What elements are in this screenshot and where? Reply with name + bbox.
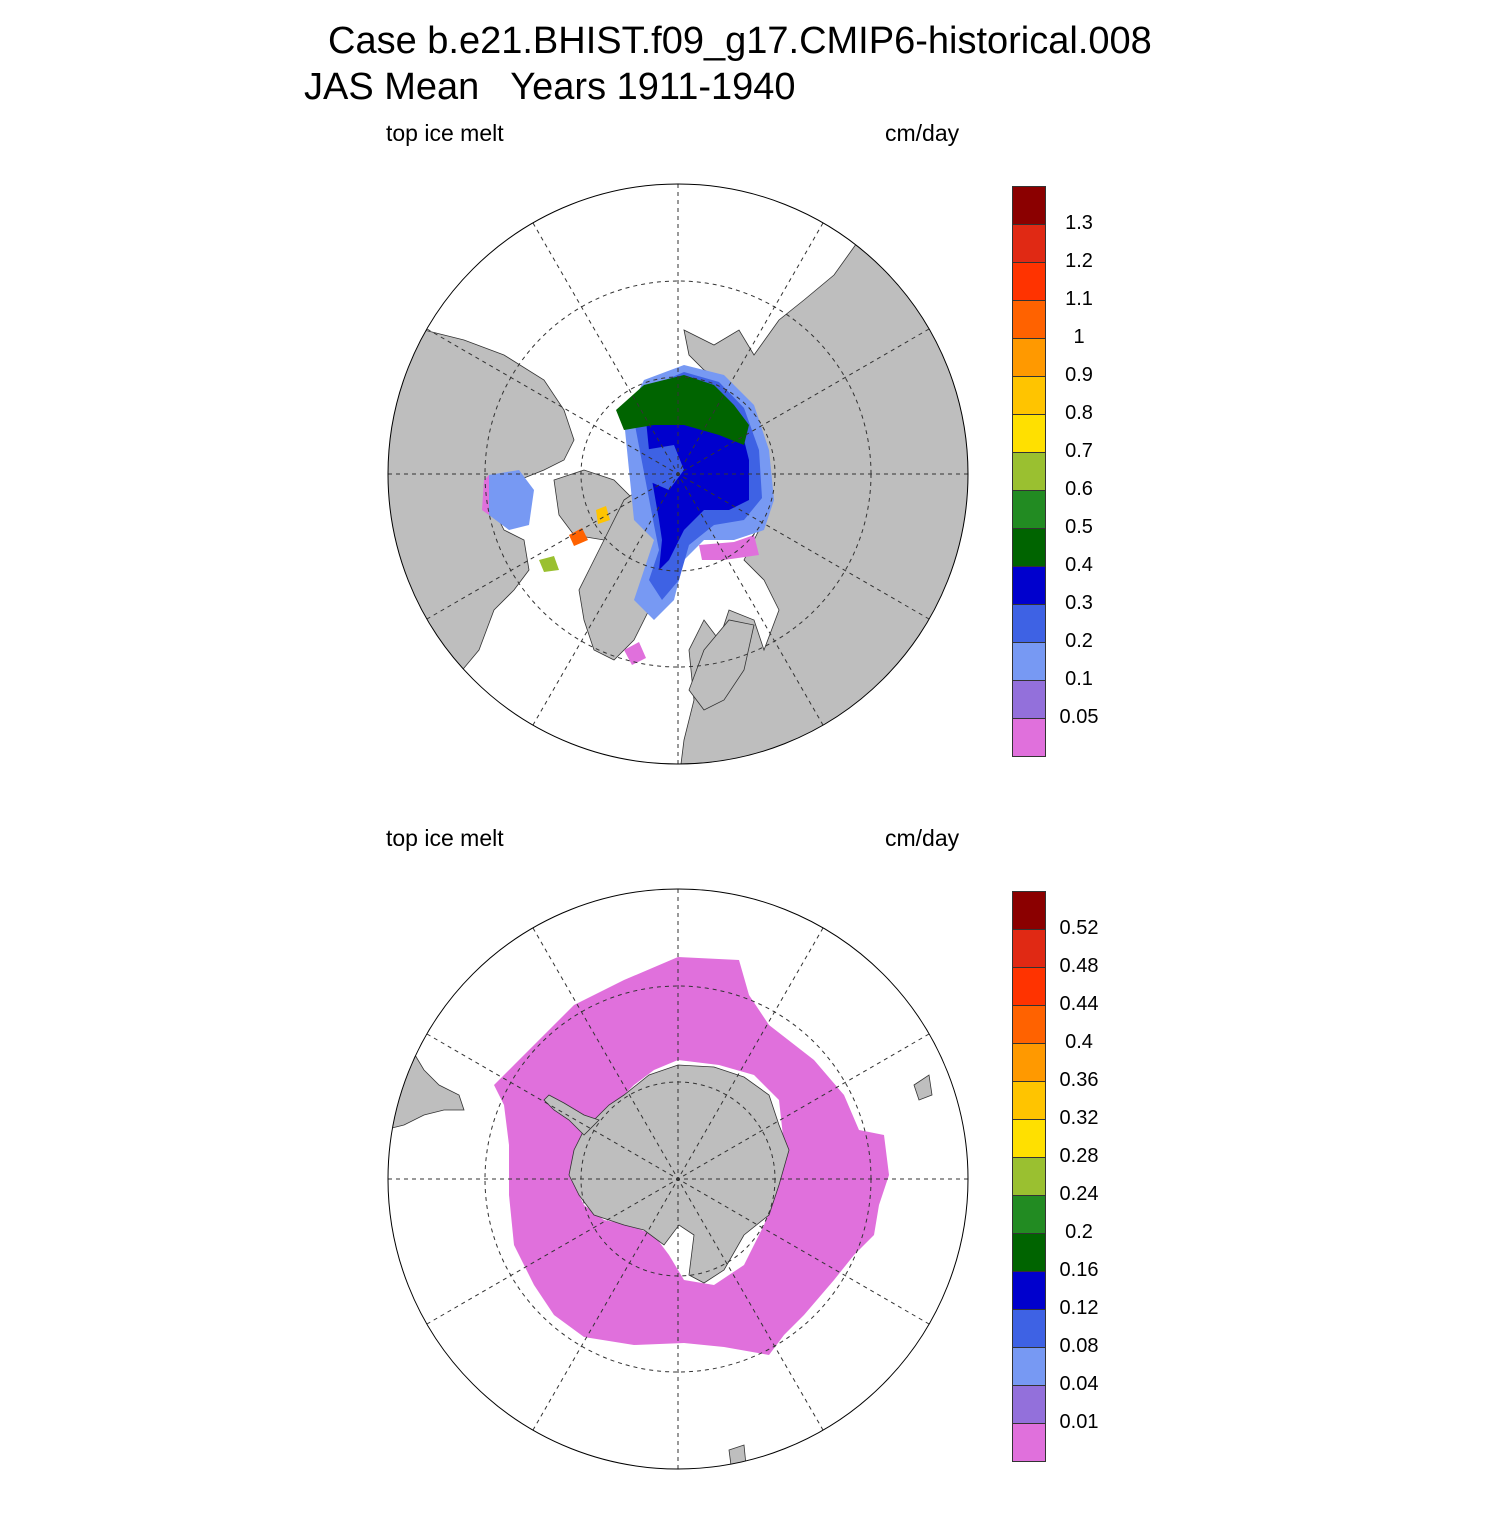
- antarctic-polar-map: [387, 888, 969, 1470]
- units-label: cm/day: [885, 825, 960, 851]
- arctic-ice-patch: [644, 445, 684, 490]
- colorbar-box: [1012, 1081, 1046, 1120]
- colorbar-label: 0.5: [1065, 516, 1093, 538]
- variable-label: top ice melt: [386, 120, 504, 146]
- colorbar-label: 0.01: [1059, 1411, 1099, 1433]
- arctic-ice-green: [616, 375, 749, 445]
- colorbar-box: [1012, 967, 1046, 1006]
- colorbar-label: 0.44: [1059, 993, 1099, 1015]
- colorbar-box: [1012, 680, 1046, 719]
- colorbar-box: [1012, 490, 1046, 529]
- colorbar-label: 0.4: [1065, 554, 1093, 576]
- colorbar-box: [1012, 452, 1046, 491]
- map-border: [387, 183, 969, 765]
- panel-north: top ice melt cm/day: [0, 110, 1500, 815]
- colorbar-box: [1012, 1157, 1046, 1196]
- colorbar-label: 0.08: [1059, 1335, 1099, 1357]
- land-new-zealand: [728, 1444, 747, 1469]
- figure-title-case: Case b.e21.BHIST.f09_g17.CMIP6-historica…: [328, 20, 1152, 62]
- colorbar-label: 1.3: [1065, 212, 1093, 234]
- colorbar-box: [1012, 376, 1046, 415]
- colorbar-label: 0.2: [1065, 1221, 1093, 1243]
- colorbar-box: [1012, 300, 1046, 339]
- graticule: [388, 184, 968, 764]
- colorbar-label: 0.1: [1065, 668, 1093, 690]
- antarctic-sea-ice: [494, 957, 889, 1355]
- colorbar-box: [1012, 1119, 1046, 1158]
- hudson-bay-ice-edge: [482, 475, 489, 515]
- colorbar-label: 0.32: [1059, 1107, 1099, 1129]
- land-africa-tip: [913, 1074, 933, 1101]
- colorbar-label: 0.36: [1059, 1069, 1099, 1091]
- colorbar-label: 1.2: [1065, 250, 1093, 272]
- colorbar-box: [1012, 929, 1046, 968]
- colorbar-box: [1012, 1043, 1046, 1082]
- colorbar-box: [1012, 642, 1046, 681]
- land-antarctic-peninsula: [543, 1094, 600, 1136]
- colorbar-label: 0.24: [1059, 1183, 1099, 1205]
- colorbar-box: [1012, 414, 1046, 453]
- colorbar-label: 0.04: [1059, 1373, 1099, 1395]
- colorbar-box: [1012, 1005, 1046, 1044]
- colorbar-label: 0.12: [1059, 1297, 1099, 1319]
- colorbar-box: [1012, 1271, 1046, 1310]
- colorbar-box: [1012, 1347, 1046, 1386]
- colorbar-label: 0.2: [1065, 630, 1093, 652]
- colorbar-box: [1012, 1309, 1046, 1348]
- map-border: [387, 888, 969, 1470]
- colorbar-label: 0.05: [1059, 706, 1099, 728]
- colorbar-box: [1012, 224, 1046, 263]
- colorbar-south: 0.01 0.04 0.08 0.12 0.16 0.2 0.24 0.28 0.32 0.36 0…: [1012, 891, 1098, 1462]
- archipelago-melt-yellow: [596, 506, 610, 524]
- colorbar-box: [1012, 338, 1046, 377]
- colorbar-box: [1012, 1385, 1046, 1424]
- colorbar-box: [1012, 1195, 1046, 1234]
- colorbar-box: [1012, 718, 1046, 757]
- colorbar-box: [1012, 891, 1046, 930]
- archipelago-melt-orange: [569, 528, 588, 546]
- hudson-bay-ice: [489, 470, 534, 530]
- graticule: [388, 889, 968, 1469]
- colorbar-box: [1012, 1423, 1046, 1462]
- arctic-ice-edge-europe: [699, 535, 759, 560]
- colorbar-label: 0.28: [1059, 1145, 1099, 1167]
- arctic-ice-edge-greenland: [624, 642, 646, 665]
- colorbar-label: 0.52: [1059, 917, 1099, 939]
- colorbar-label: 0.16: [1059, 1259, 1099, 1281]
- colorbar-label: 0.48: [1059, 955, 1099, 977]
- colorbar-label: 0.6: [1065, 478, 1093, 500]
- figure-title-period: JAS Mean Years 1911-1940: [304, 66, 796, 108]
- colorbar-label: 0.3: [1065, 592, 1093, 614]
- colorbar-label: 0.4: [1065, 1031, 1093, 1053]
- colorbar-label: 1.1: [1065, 288, 1093, 310]
- land-scandinavia: [688, 619, 755, 711]
- colorbar-box: [1012, 262, 1046, 301]
- colorbar-box: [1012, 1233, 1046, 1272]
- colorbar-box: [1012, 604, 1046, 643]
- archipelago-melt-green: [539, 556, 559, 572]
- colorbar-label: 0.9: [1065, 364, 1093, 386]
- units-label: cm/day: [885, 120, 960, 146]
- arctic-polar-map: [387, 183, 969, 765]
- colorbar-north: 0.05 0.1 0.2 0.3 0.4 0.5 0.6 0.7 0.8 0.9 1 1.1 1.2 1.…: [1012, 186, 1098, 757]
- colorbar-box: [1012, 566, 1046, 605]
- panel-south: top ice melt cm/day: [0, 815, 1500, 1520]
- variable-label: top ice melt: [386, 825, 504, 851]
- colorbar-box: [1012, 528, 1046, 567]
- colorbar-box: [1012, 186, 1046, 225]
- colorbar-label: 0.7: [1065, 440, 1093, 462]
- colorbar-label: 0.8: [1065, 402, 1093, 424]
- colorbar-label: 1: [1073, 326, 1085, 348]
